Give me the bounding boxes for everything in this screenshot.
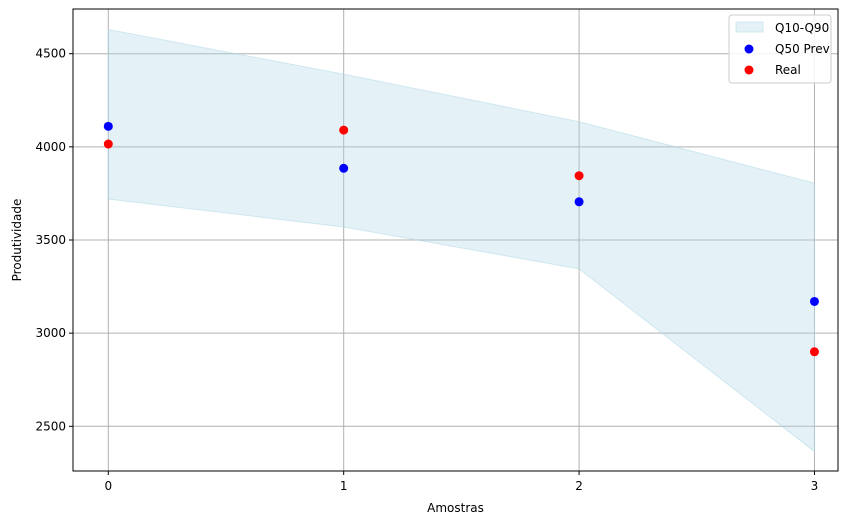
real-point — [339, 125, 349, 135]
x-tick-label: 0 — [104, 479, 112, 493]
legend-band-swatch — [735, 21, 764, 33]
y-tick-label: 4500 — [35, 47, 66, 61]
y-tick-label: 3500 — [35, 233, 66, 247]
q50-point — [574, 197, 584, 207]
q50-point — [339, 163, 349, 173]
x-tick-label: 3 — [811, 479, 819, 493]
y-tick-label: 4000 — [35, 140, 66, 154]
real-point — [809, 347, 819, 357]
x-axis-label: Amostras — [427, 501, 484, 515]
y-tick-label: 2500 — [35, 419, 66, 433]
legend-band-label: Q10-Q90 — [775, 21, 829, 35]
legend-real-marker — [744, 65, 754, 75]
legend-real-label: Real — [775, 63, 801, 77]
x-tick-label: 2 — [575, 479, 583, 493]
real-point — [574, 171, 584, 181]
q10-q90-band — [107, 28, 815, 453]
y-tick-label: 3000 — [35, 326, 66, 340]
x-tick-label: 1 — [340, 479, 348, 493]
legend-q50-label: Q50 Prev — [775, 42, 830, 56]
real-point — [103, 139, 113, 149]
y-axis-label: Produtividade — [10, 199, 24, 282]
points — [103, 121, 819, 357]
q50-point — [809, 296, 819, 306]
grid — [73, 9, 838, 471]
legend-q50-marker — [744, 44, 754, 54]
q50-point — [103, 121, 113, 131]
axis-ticks: 0 1 2 3 2500 3000 3500 4000 4500 — [35, 47, 818, 493]
legend: Q10-Q90 Q50 Prev Real — [728, 14, 832, 84]
